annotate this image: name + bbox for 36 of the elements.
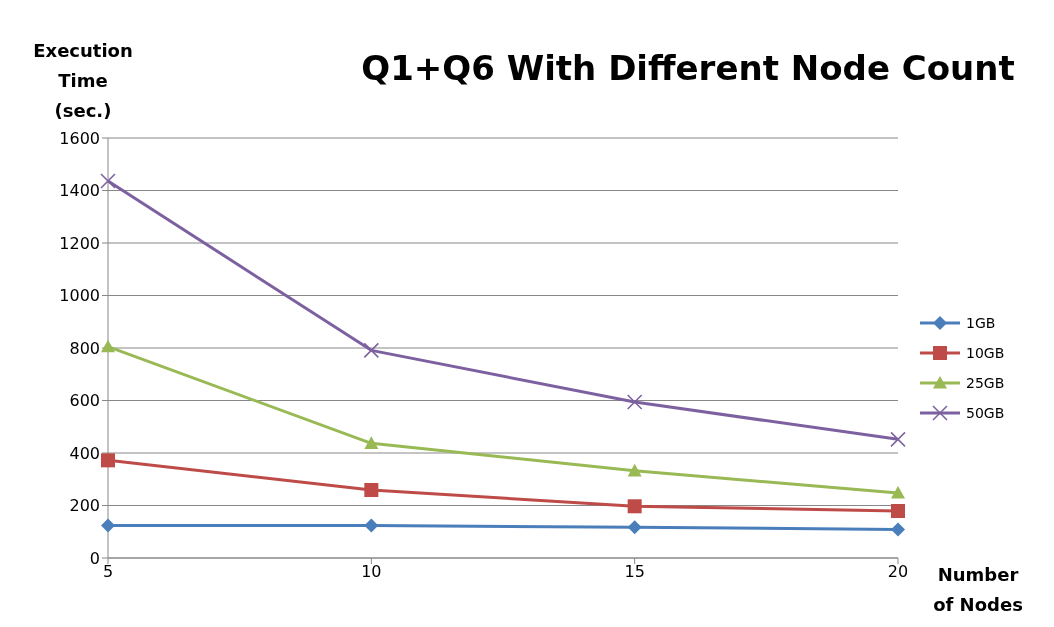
- y-axis-title: Execution Time (sec.): [32, 39, 134, 123]
- point: [627, 520, 642, 535]
- legend-label: 50GB: [966, 405, 1005, 421]
- y-tick-label: 1400: [59, 181, 100, 201]
- point: [101, 339, 115, 353]
- x-tick-label: 15: [624, 562, 645, 582]
- point: [626, 394, 643, 410]
- point: [364, 436, 379, 449]
- y-tick-label: 800: [69, 338, 100, 358]
- legend-label: 25GB: [966, 375, 1005, 391]
- y-tick-label: 1000: [59, 286, 100, 306]
- y-tick-label: 200: [69, 496, 100, 516]
- y-tick-label: 1200: [59, 233, 100, 253]
- point: [891, 485, 905, 499]
- point: [100, 173, 116, 189]
- legend-label: 1GB: [966, 315, 996, 331]
- legend-label: 10GB: [966, 345, 1005, 361]
- y-tick-label: 400: [69, 443, 100, 463]
- chart-title: Q1+Q6 With Different Node Count: [360, 48, 1016, 88]
- x-tick-label: 5: [102, 562, 114, 582]
- point: [364, 518, 379, 533]
- y-tick-label: 600: [69, 391, 100, 411]
- point: [101, 518, 115, 533]
- x-tick-label: 10: [361, 562, 382, 582]
- x-tick-label: 20: [887, 562, 909, 582]
- point: [101, 453, 115, 468]
- point: [627, 463, 642, 477]
- y-tick-label: 1600: [59, 128, 100, 148]
- point: [364, 483, 379, 498]
- point: [891, 522, 905, 537]
- x-axis-title: Number of Nodes: [932, 563, 1024, 617]
- point: [890, 431, 906, 448]
- point: [627, 499, 642, 514]
- y-tick-label: 0: [89, 548, 100, 568]
- point: [363, 342, 380, 359]
- point: [891, 504, 905, 519]
